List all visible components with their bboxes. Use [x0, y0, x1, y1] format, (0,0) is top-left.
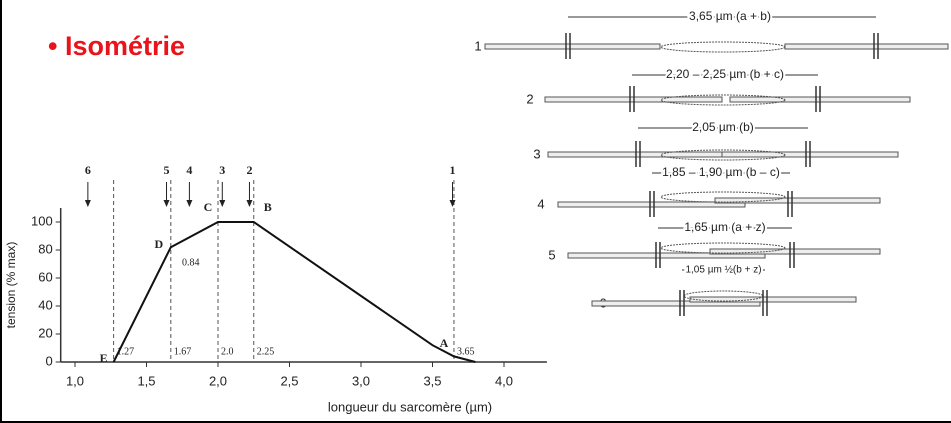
point-label: B [264, 200, 272, 214]
row-number: 3 [533, 146, 540, 161]
arrow-head [219, 200, 226, 207]
point-label: 0.84 [182, 257, 200, 268]
thin-filament [709, 248, 881, 255]
y-tick-label: 100 [31, 213, 53, 228]
tension-curve [112, 221, 476, 363]
thick-filament [660, 242, 786, 254]
thin-filament [557, 201, 746, 208]
arrow-label: 5 [164, 163, 170, 177]
arrow-head [84, 200, 91, 207]
z-line [655, 242, 661, 268]
thin-filament [689, 296, 857, 303]
arrow-label: 3 [219, 163, 225, 177]
arrow-head [186, 200, 193, 207]
z-line [629, 86, 635, 112]
reference-label: 2.25 [257, 346, 275, 357]
point-label: D [154, 237, 163, 251]
x-axis-label: longueur du sarcomère (µm) [328, 399, 492, 414]
length-label: 1,05 µm ½(b + z) [685, 265, 761, 276]
point-label: A [440, 336, 449, 350]
chart: 1,0 1,5 2,0 2,5 3,0 3,5 4,0 0 20 40 60 80 100 longueu… [4, 163, 547, 414]
y-tick-label: 20 [38, 325, 52, 340]
row-number: 4 [537, 196, 544, 211]
x-tick-label: 2,0 [209, 373, 227, 388]
x-tick-label: 4,0 [495, 373, 513, 388]
thin-filament [784, 43, 949, 50]
thick-filament [660, 149, 786, 161]
x-tick-label: 1,5 [137, 373, 155, 388]
thick-filament [660, 41, 786, 53]
arrow-label: 2 [246, 163, 252, 177]
y-axis-label: tension (% max) [4, 242, 18, 329]
z-line [635, 141, 641, 167]
point-label: C [204, 200, 213, 214]
point-label: E [100, 351, 108, 365]
y-tick-label: 80 [38, 241, 52, 256]
x-tick-label: 3,5 [423, 373, 441, 388]
z-line [815, 86, 821, 112]
thick-filament [660, 191, 786, 203]
arrow-label: 6 [85, 163, 91, 177]
x-tick-label: 1,0 [66, 373, 84, 388]
z-line [805, 141, 811, 167]
z-line [787, 191, 793, 217]
x-tick-label: 3,0 [352, 373, 370, 388]
y-tick-label: 40 [38, 297, 52, 312]
z-line [679, 290, 685, 316]
length-label: 1,65 µm (a + z) [684, 220, 765, 234]
length-label: 2,20 – 2,25 µm (b + c) [666, 67, 784, 81]
z-line [873, 33, 879, 59]
row-number: 2 [526, 91, 533, 106]
thin-filament [591, 300, 761, 307]
arrow-label: 1 [450, 163, 456, 177]
length-label: 2,05 µm (b) [692, 120, 754, 134]
arrow-head [246, 200, 253, 207]
y-tick-label: 60 [38, 269, 52, 284]
y-tick-label: 0 [45, 353, 52, 368]
thick-filament [660, 94, 786, 106]
z-line [762, 290, 768, 316]
thin-filament [567, 252, 766, 259]
arrow-head [449, 200, 456, 207]
length-label: 3,65 µm (a + b) [689, 9, 771, 23]
reference-label: 1.27 [117, 346, 135, 357]
z-line [565, 33, 571, 59]
z-line [649, 191, 655, 217]
reference-label: 2.0 [221, 346, 234, 357]
x-tick-label: 2,5 [280, 373, 298, 388]
slide-title: • Isométrie [48, 31, 185, 61]
reference-label: 1.67 [174, 346, 192, 357]
arrow-label: 4 [186, 163, 192, 177]
length-label: 1,85 – 1,90 µm (b – c) [662, 165, 780, 179]
sarcomere-diagram: 1 3,65 µm (a + b) 2 2,20 – 2,25 µm (b + c) 3… [474, 7, 949, 316]
z-line [789, 242, 795, 268]
row-number: 5 [548, 247, 555, 262]
thin-filament [714, 197, 881, 204]
thin-filament [484, 43, 661, 50]
row-number: 1 [474, 38, 481, 53]
arrow-head [163, 200, 170, 207]
reference-label: 3.65 [457, 346, 475, 357]
